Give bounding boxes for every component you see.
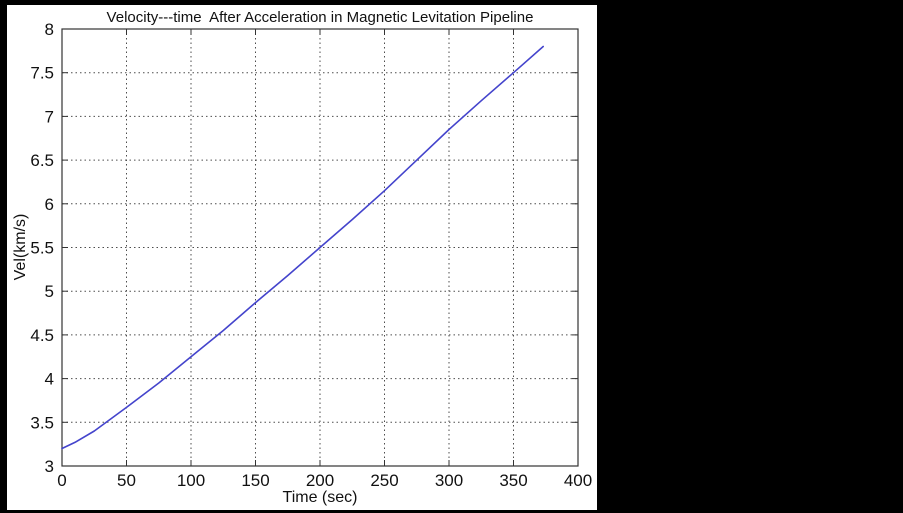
x-tick-label: 50: [117, 471, 136, 490]
y-tick-label: 5.5: [30, 239, 54, 258]
y-tick-label: 4: [45, 370, 54, 389]
x-tick-label: 400: [564, 471, 592, 490]
x-tick-label: 350: [499, 471, 527, 490]
x-tick-label: 0: [57, 471, 66, 490]
x-tick-label: 250: [370, 471, 398, 490]
velocity-curve: [61, 45, 545, 450]
matlab-figure: Velocity---time After Acceleration in Ma…: [7, 5, 597, 510]
y-tick-label: 6: [45, 195, 54, 214]
x-tick-label: 150: [241, 471, 269, 490]
y-tick-label: 7: [45, 107, 54, 126]
y-tick-label: 3.5: [30, 413, 54, 432]
y-tick-label: 7.5: [30, 64, 54, 83]
x-tick-label: 100: [177, 471, 205, 490]
y-tick-label: 5: [45, 282, 54, 301]
x-tick-label: 300: [435, 471, 463, 490]
y-tick-label: 4.5: [30, 326, 54, 345]
plot-area: 0 50 100 150 200 250 300 350 400 3 3.5 4 4.5 5 5.5 6 6.5…: [30, 20, 592, 490]
x-tick-label: 200: [306, 471, 334, 490]
y-tick-label: 3: [45, 457, 54, 476]
y-tick-label: 6.5: [30, 151, 54, 170]
chart-title: Velocity---time After Acceleration in Ma…: [106, 9, 534, 26]
x-axis-label: Time (sec): [282, 489, 358, 506]
y-tick-label: 8: [45, 20, 54, 39]
